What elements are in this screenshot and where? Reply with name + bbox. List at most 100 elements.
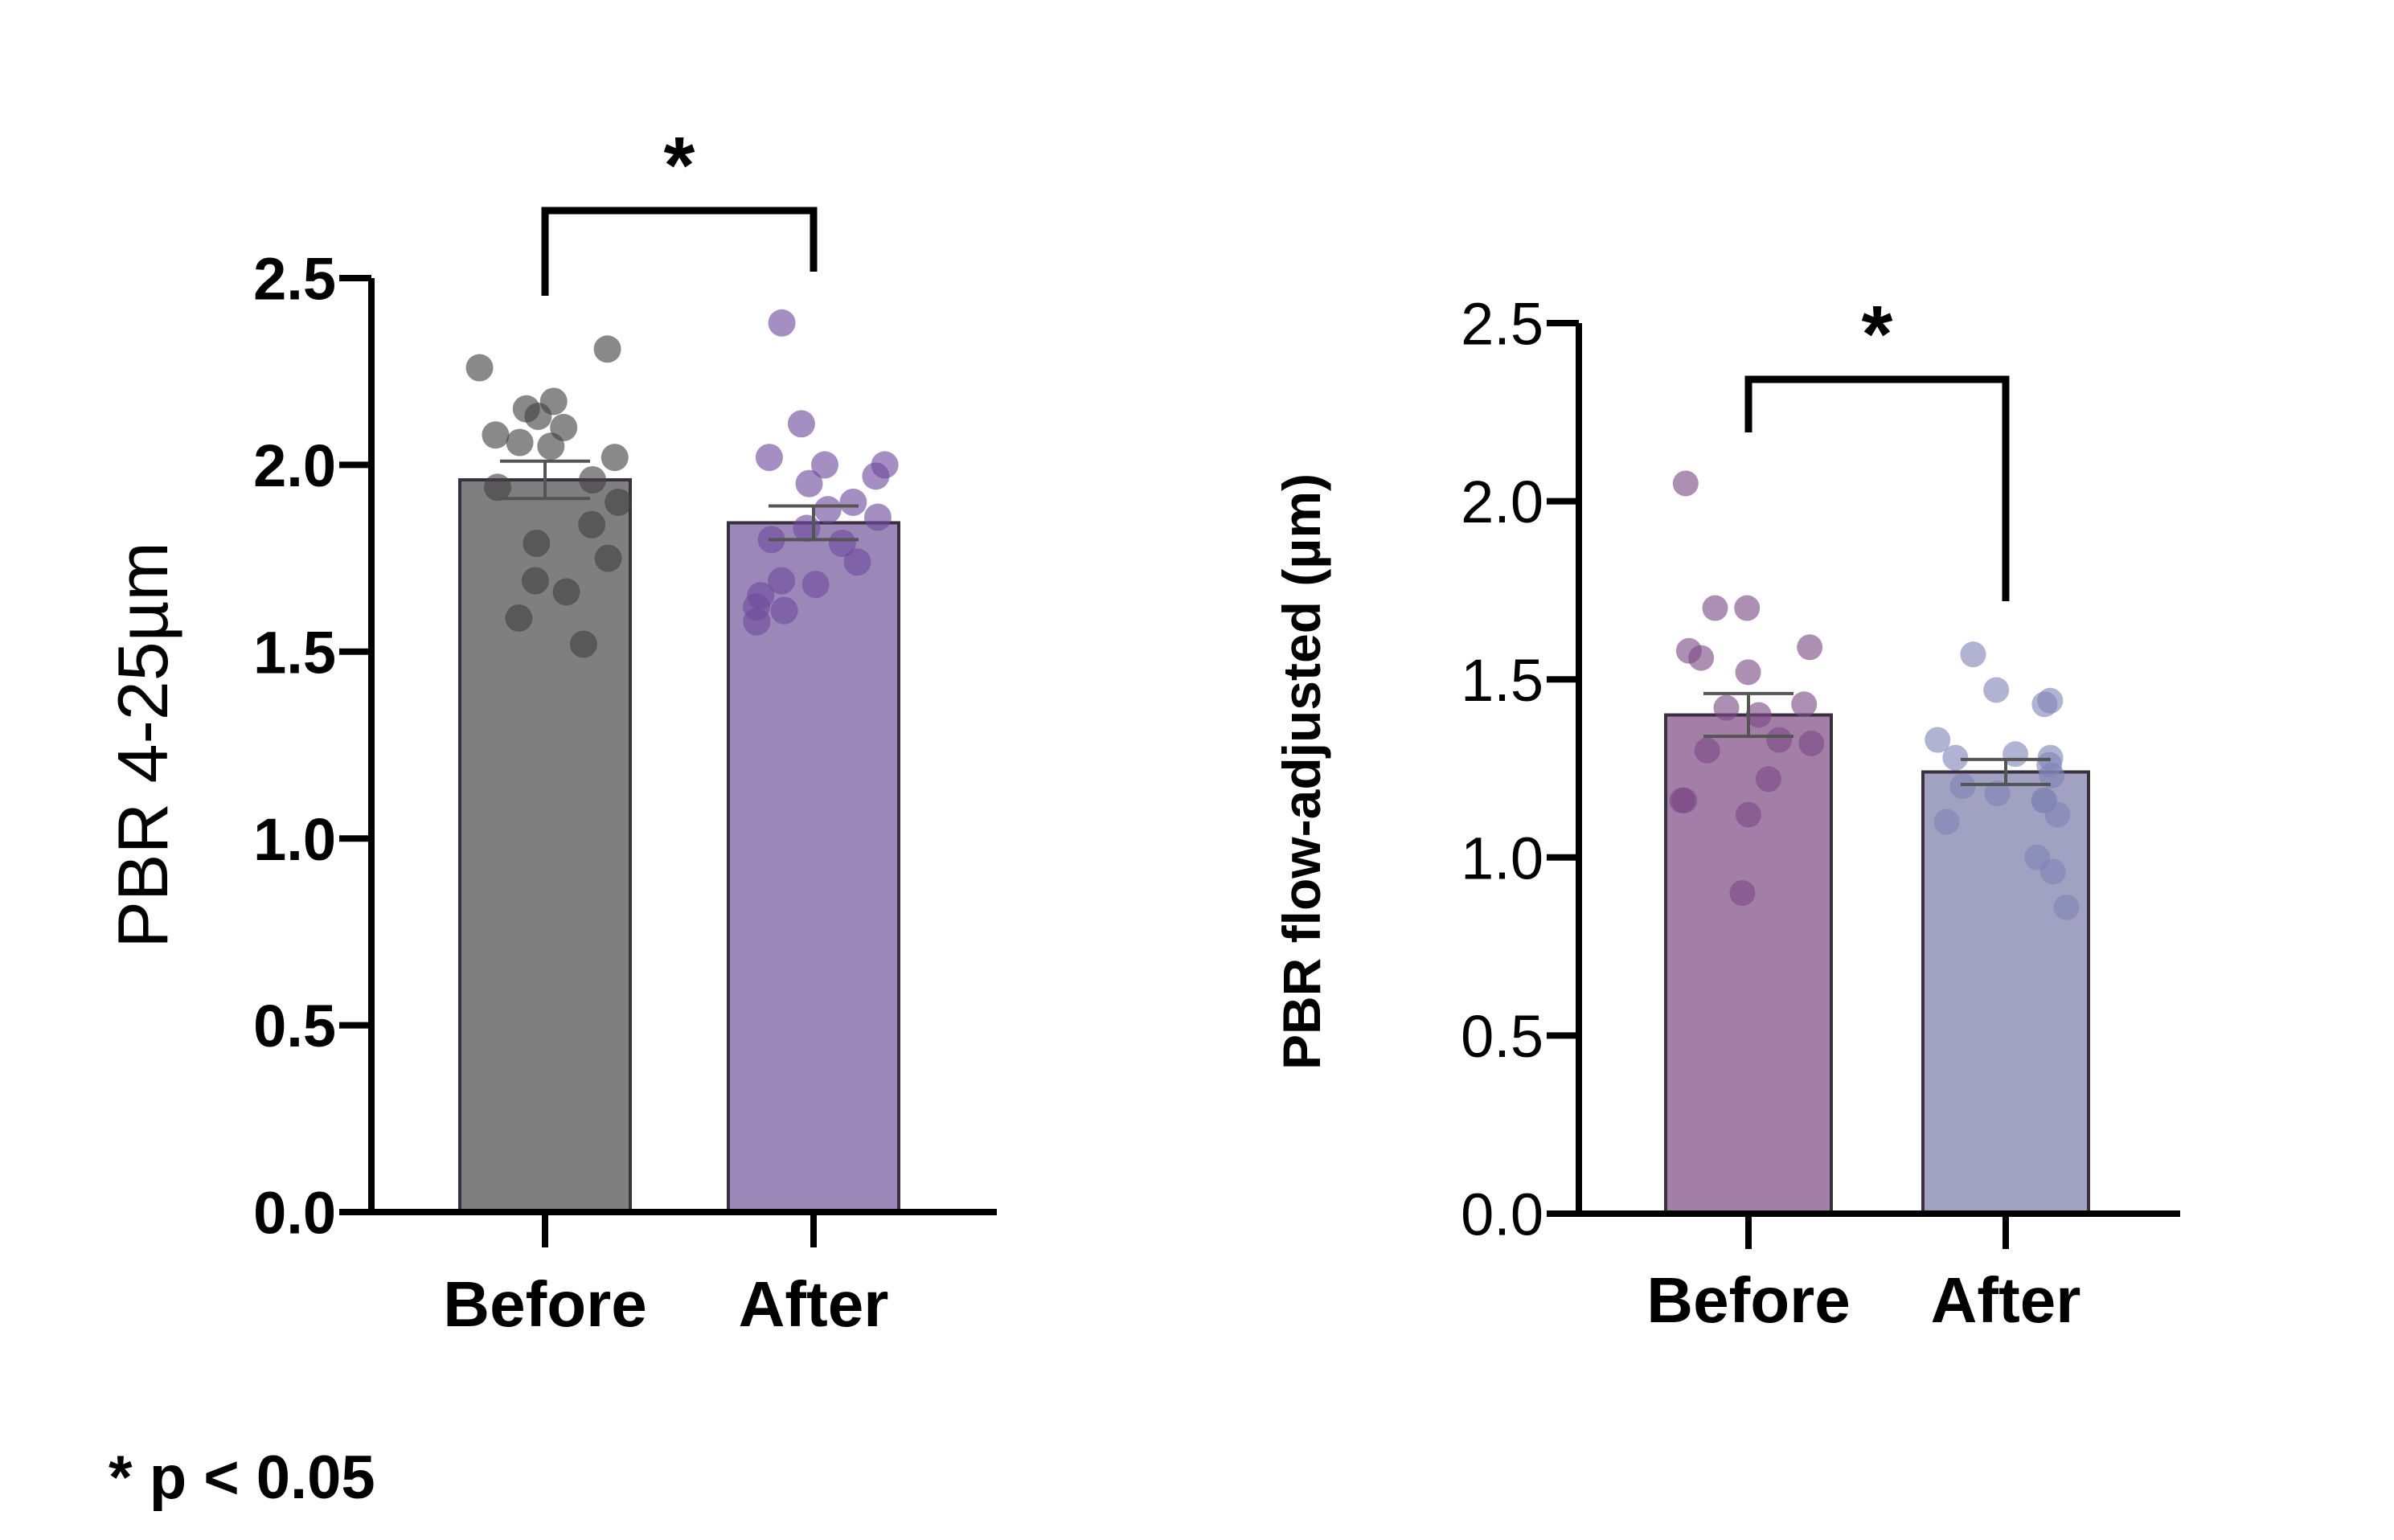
data-point bbox=[810, 451, 838, 479]
data-point bbox=[814, 496, 842, 524]
chart-1-bars bbox=[458, 477, 900, 1214]
data-point bbox=[1745, 702, 1772, 728]
y-tick-label: 2.0 bbox=[253, 432, 336, 499]
data-point bbox=[1949, 773, 1976, 800]
data-point bbox=[1755, 766, 1781, 793]
data-point bbox=[795, 469, 823, 498]
chart-1-significance: * bbox=[541, 121, 818, 296]
data-point bbox=[2039, 762, 2065, 788]
data-point bbox=[1702, 595, 1728, 621]
data-point bbox=[1734, 595, 1761, 621]
data-point bbox=[2044, 801, 2071, 828]
data-point bbox=[1797, 634, 1823, 661]
data-point bbox=[1688, 645, 1715, 671]
chart-1-significance-star: * bbox=[664, 121, 695, 211]
data-point bbox=[862, 462, 890, 490]
data-point bbox=[839, 488, 867, 516]
data-point bbox=[787, 410, 815, 438]
bar-before bbox=[458, 477, 632, 1214]
data-point bbox=[569, 630, 597, 658]
error-bar-before bbox=[1703, 691, 1793, 739]
data-point bbox=[1933, 809, 1960, 835]
error-bar-before bbox=[500, 459, 590, 501]
chart-2-significance-star: * bbox=[1862, 289, 1893, 379]
bar-after bbox=[727, 521, 900, 1214]
data-point bbox=[743, 608, 771, 636]
bar-after bbox=[1921, 770, 2090, 1215]
y-tick-label: 2.5 bbox=[253, 246, 336, 313]
data-point bbox=[1983, 677, 2010, 703]
data-point bbox=[605, 488, 633, 516]
data-point bbox=[552, 578, 580, 606]
x-tick-label-after: After bbox=[1931, 1264, 2081, 1336]
chart-2-points bbox=[1669, 470, 2080, 920]
data-point bbox=[1735, 801, 1761, 828]
error-bar-after bbox=[769, 504, 859, 542]
y-tick-label: 1.0 bbox=[253, 806, 336, 873]
data-point bbox=[465, 354, 494, 382]
data-point bbox=[1942, 744, 1969, 771]
data-point bbox=[793, 514, 821, 543]
data-point bbox=[2053, 894, 2080, 920]
data-point bbox=[505, 604, 533, 632]
data-point bbox=[482, 421, 510, 449]
chart-2-significance: * bbox=[1744, 289, 2010, 601]
chart-2-bars bbox=[1664, 713, 2090, 1215]
data-point bbox=[1694, 737, 1720, 764]
data-point bbox=[537, 432, 565, 461]
data-point bbox=[755, 444, 783, 472]
data-point bbox=[1713, 694, 1740, 721]
data-point bbox=[593, 335, 621, 363]
chart-1-x-ticks: Before After bbox=[443, 1212, 888, 1340]
error-bar-after bbox=[1961, 757, 2051, 786]
data-point bbox=[770, 596, 798, 625]
data-point bbox=[768, 309, 796, 337]
data-point bbox=[863, 503, 892, 531]
chart-2-y-axis-label: PBR flow-adjusted (µm) bbox=[1272, 473, 1331, 1070]
chart-2-axes bbox=[1576, 323, 2180, 1217]
y-tick-label: 0.5 bbox=[1461, 1003, 1543, 1070]
y-tick-label: 0.0 bbox=[1461, 1182, 1543, 1248]
data-point bbox=[483, 473, 511, 502]
x-tick-label-before: Before bbox=[443, 1268, 646, 1340]
chart-pbr-4-25: 0.0 0.5 1.0 1.5 2.0 2.5 Before After PBR 4-25µ… bbox=[103, 121, 997, 1340]
data-point bbox=[1669, 787, 1695, 813]
data-point bbox=[768, 567, 796, 595]
chart-2-y-ticks: 0.0 0.5 1.0 1.5 2.0 2.5 bbox=[1461, 291, 1579, 1248]
data-point bbox=[1960, 641, 1986, 668]
data-point bbox=[2031, 691, 2058, 718]
data-point bbox=[1766, 727, 1793, 753]
data-point bbox=[1729, 880, 1756, 907]
data-point bbox=[578, 510, 606, 539]
y-tick-label: 1.0 bbox=[1461, 825, 1543, 891]
x-tick-label-after: After bbox=[739, 1268, 889, 1340]
data-point bbox=[1791, 691, 1818, 718]
data-point bbox=[1984, 780, 2011, 807]
y-tick-label: 2.0 bbox=[1461, 469, 1543, 535]
data-point bbox=[601, 444, 629, 472]
chart-pbr-flow-adjusted: 0.0 0.5 1.0 1.5 2.0 2.5 Before After PBR flow-… bbox=[1272, 289, 2180, 1336]
chart-2-error-bars bbox=[1703, 691, 2051, 786]
chart-1-y-axis-label: PBR 4-25µm bbox=[103, 542, 182, 948]
data-point bbox=[1672, 470, 1699, 497]
y-tick-label: 1.5 bbox=[1461, 647, 1543, 714]
data-point bbox=[579, 465, 607, 494]
data-point bbox=[506, 428, 534, 457]
data-point bbox=[523, 530, 551, 558]
y-tick-label: 0.0 bbox=[253, 1180, 336, 1247]
y-tick-label: 0.5 bbox=[253, 993, 336, 1059]
footnote: * p < 0.05 bbox=[109, 1444, 375, 1512]
chart-1-error-bars bbox=[500, 459, 859, 542]
data-point bbox=[524, 402, 552, 430]
data-point bbox=[843, 548, 871, 576]
data-point bbox=[1798, 730, 1825, 756]
data-point bbox=[801, 571, 830, 599]
data-point bbox=[1925, 727, 1951, 753]
y-tick-label: 2.5 bbox=[1461, 291, 1543, 358]
data-point bbox=[521, 567, 549, 595]
y-tick-label: 1.5 bbox=[253, 619, 336, 686]
chart-1-axes bbox=[368, 278, 997, 1215]
x-tick-label-before: Before bbox=[1646, 1264, 1850, 1336]
data-point bbox=[828, 530, 856, 558]
